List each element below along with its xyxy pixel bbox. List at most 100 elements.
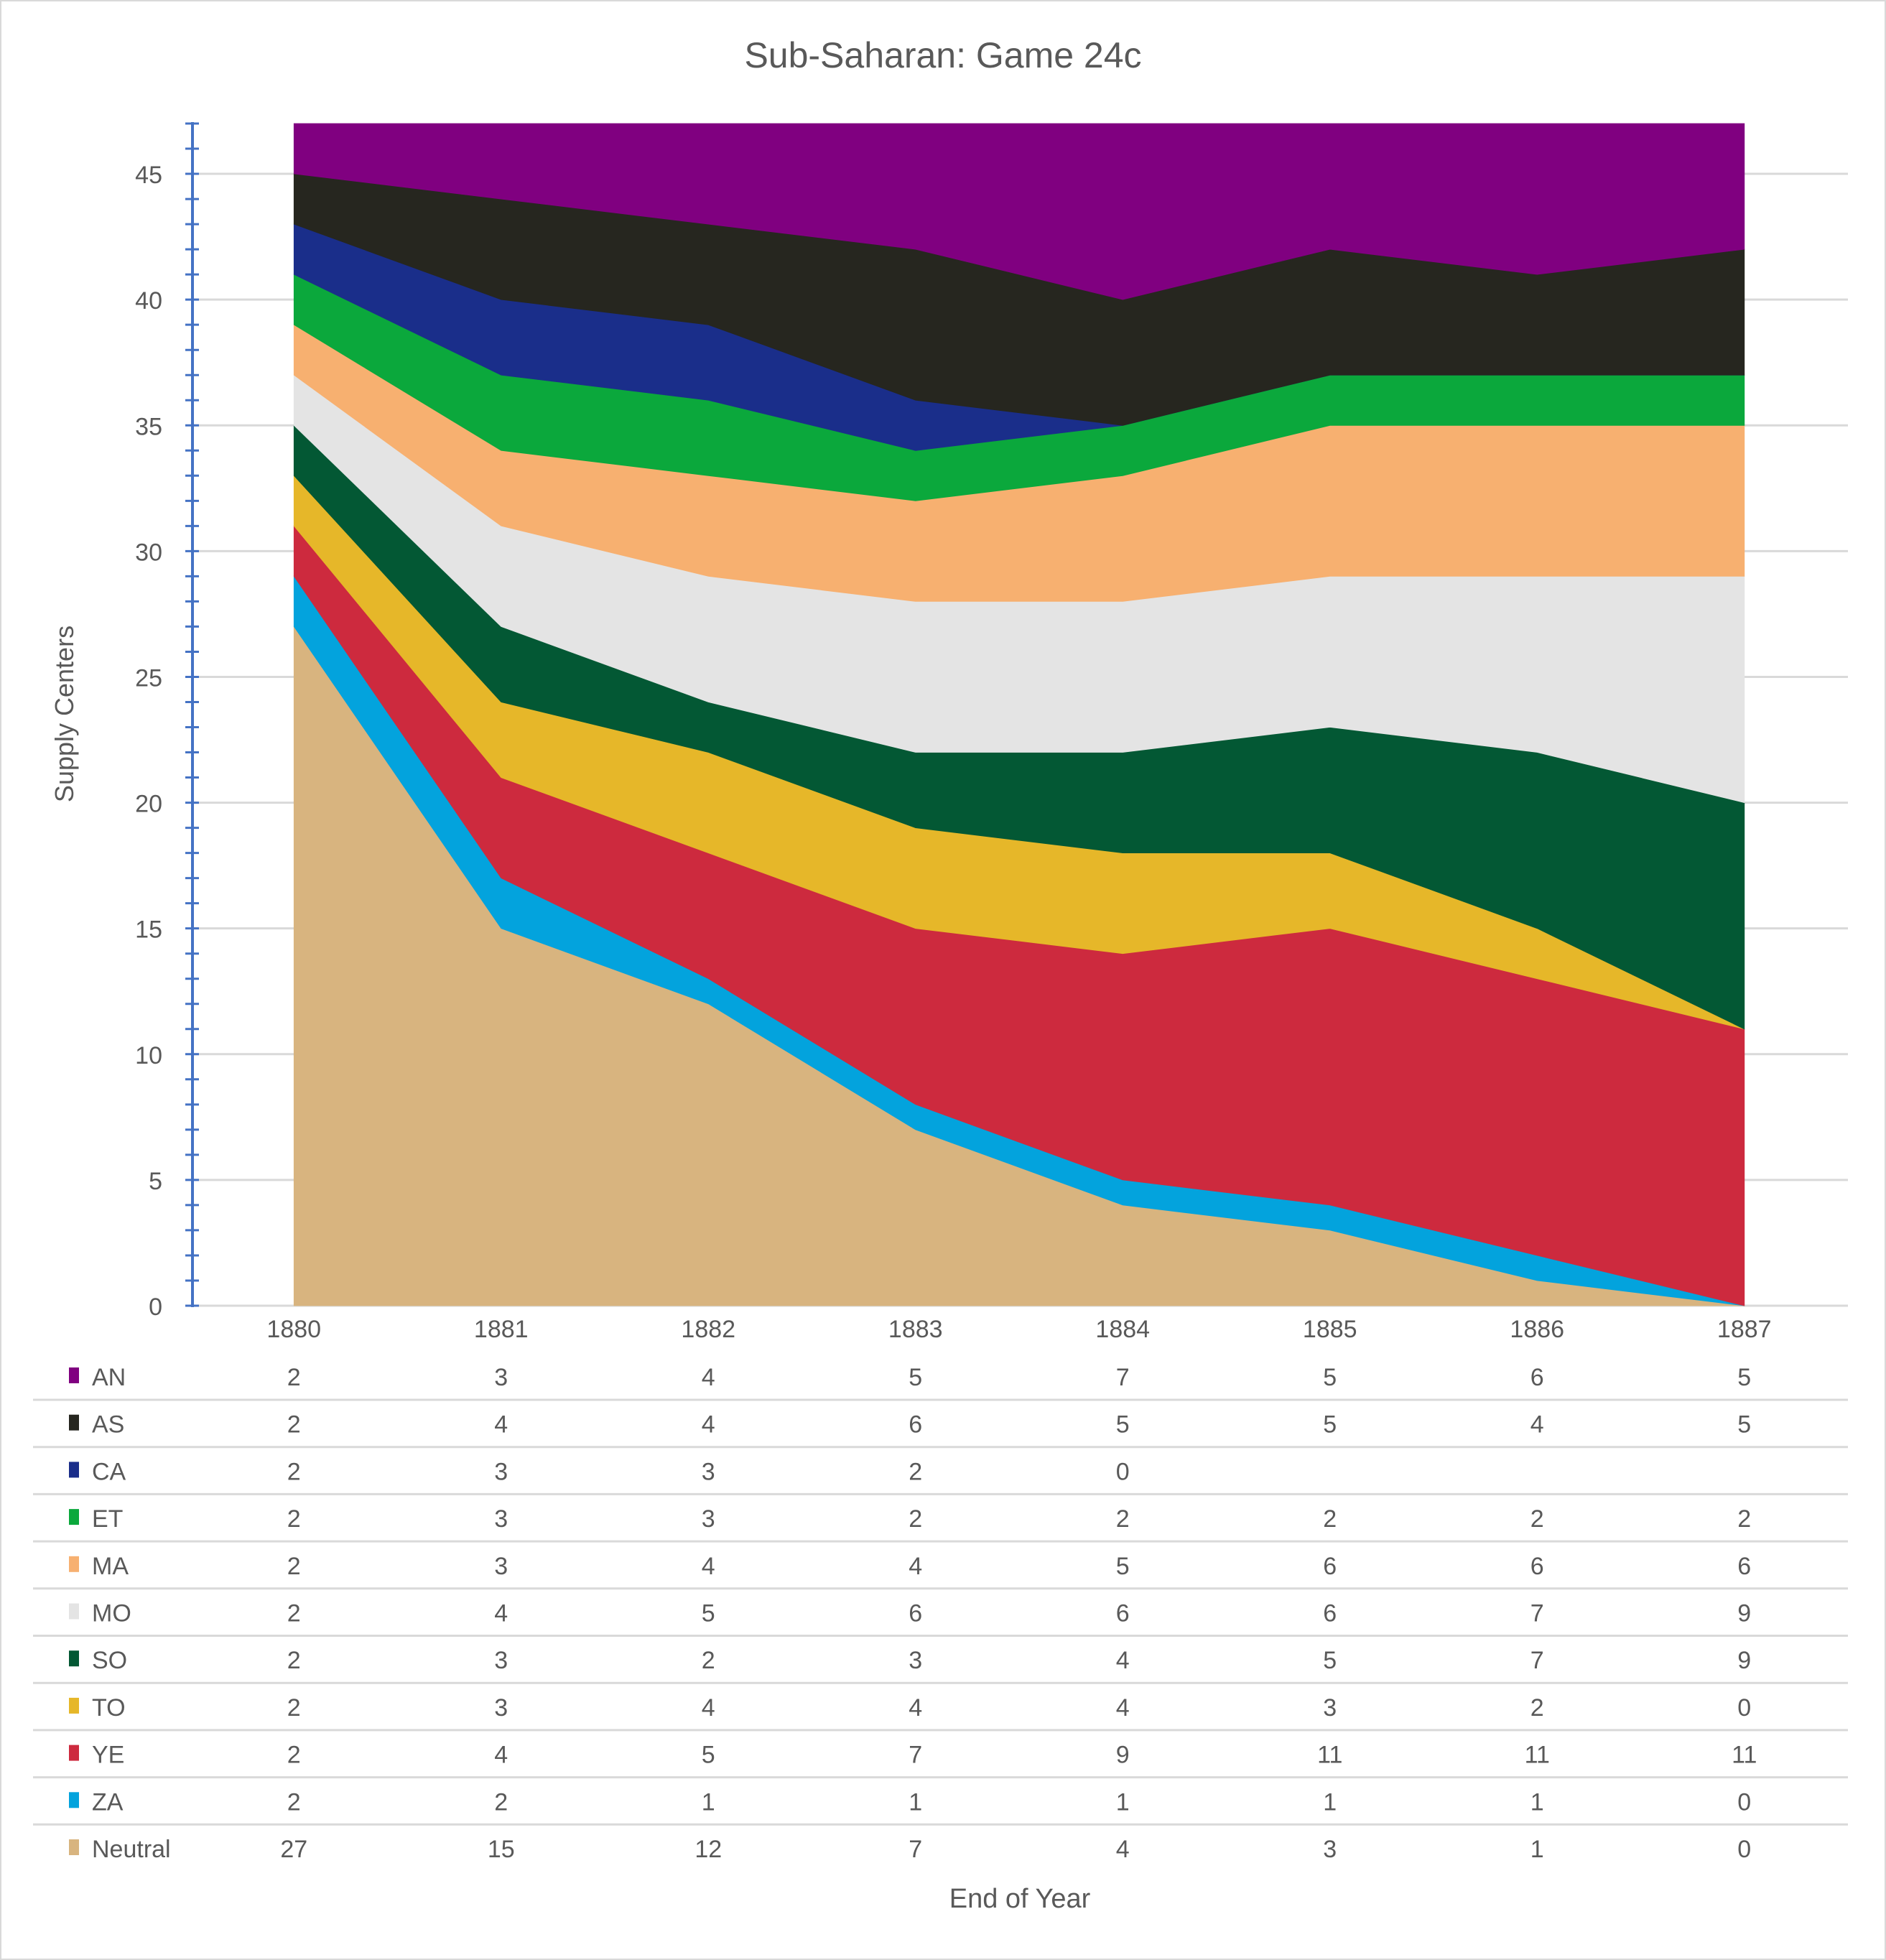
table-cell: 4 <box>494 1742 508 1769</box>
table-cell: 7 <box>1530 1600 1544 1627</box>
y-tick-label: 10 <box>135 1042 162 1069</box>
y-axis: 0 5 10 15 20 25 30 35 40 45 <box>135 122 199 1321</box>
legend-label: MA <box>92 1553 129 1580</box>
y-tick-label: 5 <box>149 1168 162 1195</box>
table-cell: 11 <box>1317 1742 1342 1769</box>
table-cell: 5 <box>702 1600 715 1627</box>
table-cell: 9 <box>1737 1600 1751 1627</box>
table-cell: 6 <box>909 1600 922 1627</box>
legend-swatch-neutral <box>69 1839 79 1855</box>
table-cell: 5 <box>1323 1647 1337 1674</box>
legend-swatch-et <box>69 1509 79 1525</box>
table-cell: 2 <box>494 1788 508 1816</box>
area-series <box>293 123 1745 1306</box>
table-cell: 4 <box>1530 1411 1544 1439</box>
table-row-as: AS 2 4 4 6 5 5 4 5 <box>33 1411 1848 1449</box>
table-cell: 2 <box>287 1458 301 1485</box>
table-cell: 1 <box>1530 1836 1544 1863</box>
table-cell: 2 <box>287 1364 301 1391</box>
y-axis-title: Supply Centers <box>50 626 79 802</box>
table-cell: 3 <box>494 1458 508 1485</box>
table-cell: 5 <box>1116 1411 1130 1439</box>
table-cell: 2 <box>1530 1694 1544 1722</box>
table-row-za: ZA 2 2 1 1 1 1 1 0 <box>33 1788 1848 1826</box>
table-cell: 5 <box>1323 1364 1337 1391</box>
table-cell: 15 <box>488 1836 515 1863</box>
table-cell: 2 <box>287 1411 301 1439</box>
table-cell: 12 <box>695 1836 722 1863</box>
table-cell: 7 <box>1530 1647 1544 1674</box>
y-tick-label: 45 <box>135 162 162 189</box>
y-tick-label: 40 <box>135 287 162 315</box>
y-tick-label: 15 <box>135 916 162 944</box>
table-cell: 1 <box>1116 1788 1130 1816</box>
legend-swatch-to <box>69 1697 79 1714</box>
table-cell: 2 <box>287 1553 301 1580</box>
table-cell: 0 <box>1737 1694 1751 1722</box>
table-row-mo: MO 2 4 5 6 6 6 7 9 <box>33 1600 1848 1637</box>
table-cell: 3 <box>1323 1836 1337 1863</box>
table-cell: 2 <box>1323 1505 1337 1533</box>
table-cell: 6 <box>1530 1553 1544 1580</box>
table-cell: 4 <box>909 1694 922 1722</box>
table-cell: 2 <box>287 1505 301 1533</box>
table-cell: 4 <box>494 1600 508 1627</box>
table-cell: 4 <box>702 1364 715 1391</box>
legend-swatch-ca <box>69 1462 79 1478</box>
x-tick-label: 1880 <box>266 1316 321 1343</box>
table-cell: 0 <box>1737 1836 1751 1863</box>
table-row-ca: CA 2 3 3 2 0 <box>33 1458 1848 1495</box>
table-cell: 3 <box>702 1505 715 1533</box>
table-cell: 4 <box>1116 1836 1130 1863</box>
table-cell: 6 <box>1530 1364 1544 1391</box>
x-tick-label: 1887 <box>1717 1316 1772 1343</box>
legend-label: TO <box>92 1694 126 1722</box>
table-cell: 3 <box>494 1505 508 1533</box>
x-tick-label: 1881 <box>474 1316 529 1343</box>
table-cell: 7 <box>1116 1364 1130 1391</box>
table-cell: 2 <box>1530 1505 1544 1533</box>
table-cell: 9 <box>1737 1647 1751 1674</box>
table-row-neutral: Neutral 27 15 12 7 4 3 1 0 <box>69 1836 1751 1863</box>
table-row-to: TO 2 3 4 4 4 3 2 0 <box>33 1694 1848 1732</box>
legend-label: SO <box>92 1647 127 1674</box>
legend-swatch-so <box>69 1650 79 1667</box>
table-cell: 3 <box>702 1458 715 1485</box>
table-cell: 6 <box>1323 1600 1337 1627</box>
table-cell: 2 <box>909 1505 922 1533</box>
table-cell: 1 <box>909 1788 922 1816</box>
legend-swatch-ma <box>69 1556 79 1572</box>
legend-label: AN <box>92 1364 126 1391</box>
table-row-so: SO 2 3 2 3 4 5 7 9 <box>33 1647 1848 1684</box>
y-tick-label: 35 <box>135 413 162 440</box>
y-tick-label: 20 <box>135 791 162 818</box>
table-cell: 6 <box>1116 1600 1130 1627</box>
table-cell: 3 <box>1323 1694 1337 1722</box>
table-cell: 3 <box>494 1553 508 1580</box>
table-cell: 2 <box>287 1742 301 1769</box>
table-cell: 6 <box>909 1411 922 1439</box>
table-cell: 6 <box>1737 1553 1751 1580</box>
legend-swatch-as <box>69 1414 79 1431</box>
table-cell: 11 <box>1525 1742 1550 1769</box>
table-cell: 4 <box>702 1694 715 1722</box>
table-cell: 3 <box>494 1364 508 1391</box>
table-cell: 1 <box>1530 1788 1544 1816</box>
legend-swatch-za <box>69 1792 79 1808</box>
table-cell: 2 <box>287 1647 301 1674</box>
table-cell: 0 <box>1116 1458 1130 1485</box>
x-axis-title: End of Year <box>949 1884 1091 1914</box>
table-cell: 9 <box>1116 1742 1130 1769</box>
table-cell: 1 <box>1323 1788 1337 1816</box>
table-cell: 11 <box>1732 1742 1757 1769</box>
legend-swatch-an <box>69 1367 79 1383</box>
table-row-et: ET 2 3 3 2 2 2 2 2 <box>33 1505 1848 1543</box>
legend-label: CA <box>92 1458 126 1485</box>
legend-label: MO <box>92 1600 131 1627</box>
table-cell: 4 <box>1116 1647 1130 1674</box>
table-cell: 6 <box>1323 1553 1337 1580</box>
table-cell: 2 <box>1737 1505 1751 1533</box>
table-row-an: AN 2 3 4 5 7 5 6 5 <box>33 1364 1848 1401</box>
table-cell: 3 <box>494 1647 508 1674</box>
table-row-ma: MA 2 3 4 4 5 6 6 6 <box>33 1553 1848 1590</box>
